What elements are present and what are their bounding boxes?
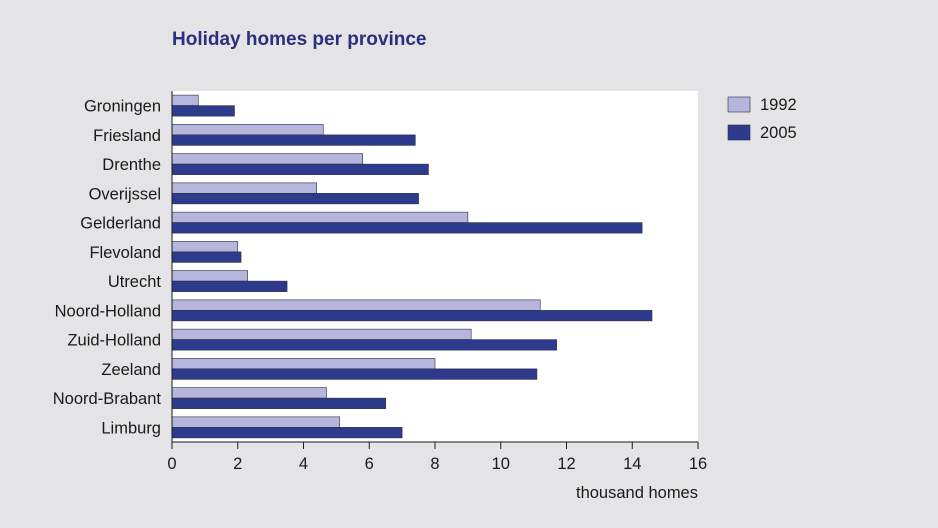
bar-limburg-2005 [171,427,403,439]
legend-label-2005: 2005 [760,124,797,142]
bar-drenthe-1992 [171,153,363,165]
bar-noord-holland-1992 [171,299,541,311]
bar-groningen-2005 [171,105,235,117]
bar-gelderland-1992 [171,211,469,223]
legend-swatch-2005 [727,124,751,141]
category-label-zeeland: Zeeland [101,361,161,379]
category-label-flevoland: Flevoland [89,244,161,262]
category-label-drenthe: Drenthe [102,156,161,174]
x-tick-label-2: 2 [233,455,242,473]
x-tick-label-6: 6 [365,455,374,473]
bar-groningen-1992 [171,94,199,106]
bars-group [171,94,653,439]
category-label-zuid-holland: Zuid-Holland [67,332,161,350]
x-tick-label-4: 4 [299,455,308,473]
bar-friesland-2005 [171,134,416,146]
x-ticks: 0 2 4 6 8 10 12 14 16 [167,442,707,473]
bar-utrecht-2005 [171,280,288,292]
x-tick-label-8: 8 [430,455,439,473]
x-tick-label-10: 10 [492,455,510,473]
bar-zeeland-1992 [171,358,436,370]
category-label-limburg: Limburg [101,419,161,437]
x-axis-title: thousand homes [576,484,698,502]
x-tick-label-0: 0 [167,455,176,473]
bar-zuid-holland-1992 [171,328,472,340]
category-label-overijssel: Overijssel [89,185,161,203]
category-label-friesland: Friesland [93,127,161,145]
category-label-utrecht: Utrecht [108,273,162,291]
bar-zeeland-2005 [171,368,538,380]
x-tick-label-12: 12 [557,455,575,473]
bar-noord-brabant-1992 [171,387,327,399]
chart-title: Holiday homes per province [172,29,426,50]
bar-noord-brabant-2005 [171,397,386,409]
category-label-noord-brabant: Noord-Brabant [53,390,162,408]
bar-utrecht-1992 [171,270,248,282]
bar-overijssel-2005 [171,193,419,205]
bar-friesland-1992 [171,124,324,136]
plot-area [172,91,698,442]
bar-drenthe-2005 [171,163,429,175]
x-tick-label-16: 16 [689,455,707,473]
category-label-noord-holland: Noord-Holland [55,302,161,320]
category-labels: Groningen Friesland Drenthe Overijssel Gelde… [53,98,162,438]
bar-overijssel-1992 [171,182,317,194]
legend: 1992 2005 [727,96,797,142]
legend-label-1992: 1992 [760,96,797,114]
bar-gelderland-2005 [171,222,643,234]
bar-flevoland-1992 [171,241,239,253]
category-label-gelderland: Gelderland [80,215,161,233]
x-tick-label-14: 14 [623,455,641,473]
bar-zuid-holland-2005 [171,339,557,351]
bar-flevoland-2005 [171,251,242,263]
bar-limburg-1992 [171,416,340,428]
legend-swatch-1992 [727,96,751,113]
category-label-groningen: Groningen [84,98,161,116]
bar-noord-holland-2005 [171,310,653,322]
